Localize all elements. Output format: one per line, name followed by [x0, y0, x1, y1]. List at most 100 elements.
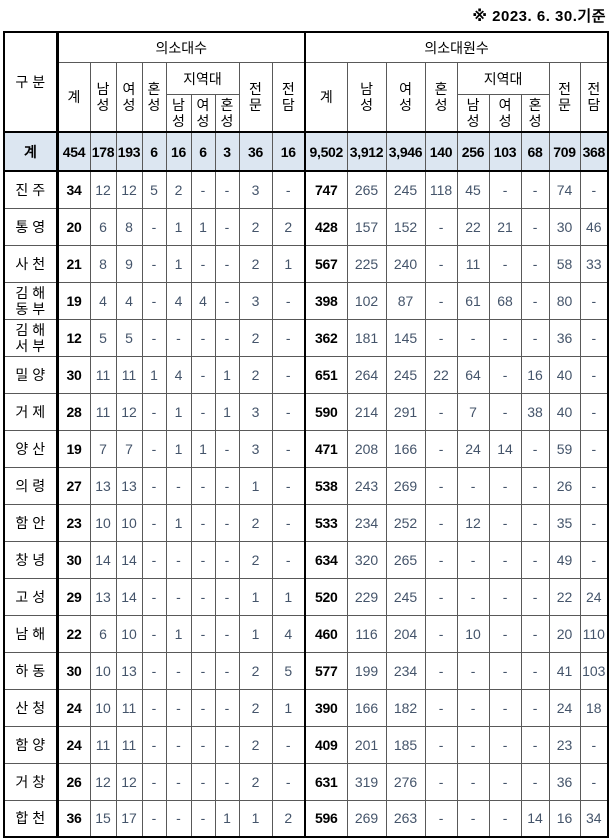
- unit-count-cell: -: [271, 762, 306, 801]
- unit-count-cell: 3: [214, 131, 240, 172]
- member-count-cell: -: [424, 503, 458, 542]
- member-count-cell: 152: [385, 207, 426, 246]
- unit-count-cell: 12: [89, 170, 117, 209]
- unit-count-cell: 14: [115, 540, 143, 579]
- member-count-cell: 243: [346, 466, 387, 505]
- unit-count-cell: 13: [115, 466, 143, 505]
- member-count-cell: 3,912: [346, 131, 387, 172]
- unit-count-cell: 30: [55, 355, 91, 394]
- unit-count-cell: -: [165, 540, 192, 579]
- region-name-cell: 사 천: [3, 244, 58, 283]
- member-count-cell: -: [424, 577, 458, 616]
- unit-count-cell: 30: [55, 540, 91, 579]
- member-count-cell: -: [520, 614, 550, 653]
- unit-count-cell: -: [271, 355, 306, 394]
- member-count-cell: -: [424, 614, 458, 653]
- member-count-cell: 110: [579, 614, 609, 653]
- member-count-cell: 240: [385, 244, 426, 283]
- member-count-cell: 182: [385, 688, 426, 727]
- member-count-cell: -: [520, 466, 550, 505]
- member-count-cell: 58: [548, 244, 581, 283]
- unit-count-cell: -: [141, 688, 167, 727]
- member-count-cell: 409: [304, 725, 348, 764]
- member-count-cell: 269: [385, 466, 426, 505]
- member-count-cell: -: [424, 318, 458, 357]
- unit-count-cell: 1: [214, 799, 240, 838]
- member-count-cell: -: [424, 540, 458, 579]
- unit-count-cell: -: [214, 207, 240, 246]
- unit-count-cell: 4: [165, 281, 192, 320]
- unit-count-cell: -: [190, 799, 216, 838]
- data-row: 의 령 27 13 13- - - -1-538 243 269- - - -26-: [3, 466, 609, 505]
- member-count-cell: 428: [304, 207, 348, 246]
- unit-count-cell: 2: [271, 207, 306, 246]
- unit-count-cell: 3: [238, 392, 273, 431]
- member-count-cell: 22: [456, 207, 490, 246]
- unit-count-cell: -: [271, 466, 306, 505]
- data-row: 거 창 26 12 12- - - -2-631 319 276- - - -36-: [3, 762, 609, 801]
- member-count-cell: -: [424, 244, 458, 283]
- unit-count-cell: 14: [89, 540, 117, 579]
- member-count-cell: -: [456, 540, 490, 579]
- unit-count-cell: -: [165, 688, 192, 727]
- unit-count-cell: -: [165, 651, 192, 690]
- unit-count-cell: -: [214, 762, 240, 801]
- unit-count-cell: -: [214, 725, 240, 764]
- unit-count-cell: -: [271, 725, 306, 764]
- unit-count-cell: -: [214, 281, 240, 320]
- member-count-cell: -: [456, 318, 490, 357]
- member-count-cell: 276: [385, 762, 426, 801]
- member-count-cell: 263: [385, 799, 426, 838]
- unit-count-cell: 2: [238, 725, 273, 764]
- unit-count-cell: 1: [271, 577, 306, 616]
- data-row: 양 산 19 7 7-1 1-3-471 208 166-24 14-59-: [3, 429, 609, 468]
- member-count-cell: -: [456, 762, 490, 801]
- unit-count-cell: -: [214, 688, 240, 727]
- unit-count-cell: -: [190, 318, 216, 357]
- unit-count-cell: -: [165, 762, 192, 801]
- member-district-female-header: 여 성: [488, 94, 522, 133]
- member-count-cell: 36: [548, 762, 581, 801]
- region-name-cell: 의 령: [3, 466, 58, 505]
- unit-count-cell: 4: [89, 281, 117, 320]
- member-count-cell: 234: [385, 651, 426, 690]
- unit-count-cell: 193: [115, 131, 143, 172]
- unit-count-cell: 10: [115, 614, 143, 653]
- unit-count-cell: 2: [238, 244, 273, 283]
- unit-count-cell: 1: [238, 466, 273, 505]
- unit-count-cell: 11: [115, 688, 143, 727]
- section-header-unit-count: 의소대수: [55, 31, 306, 63]
- unit-count-cell: 4: [190, 281, 216, 320]
- member-count-cell: -: [488, 540, 522, 579]
- member-count-cell: -: [488, 355, 522, 394]
- member-count-cell: 40: [548, 392, 581, 431]
- unit-count-cell: -: [141, 244, 167, 283]
- member-count-cell: -: [579, 503, 609, 542]
- member-count-cell: 26: [548, 466, 581, 505]
- member-count-cell: 398: [304, 281, 348, 320]
- member-count-cell: 36: [548, 318, 581, 357]
- unit-count-cell: 15: [89, 799, 117, 838]
- unit-count-cell: 8: [115, 207, 143, 246]
- total-label-cell: 계: [3, 131, 58, 172]
- member-count-cell: 16: [520, 355, 550, 394]
- member-count-cell: 634: [304, 540, 348, 579]
- region-name-cell: 양 산: [3, 429, 58, 468]
- member-count-cell: 68: [488, 281, 522, 320]
- member-count-cell: 596: [304, 799, 348, 838]
- member-count-cell: 14: [488, 429, 522, 468]
- member-count-cell: -: [488, 244, 522, 283]
- member-count-cell: 145: [385, 318, 426, 357]
- member-count-cell: -: [488, 318, 522, 357]
- member-count-cell: 747: [304, 170, 348, 209]
- unit-count-cell: 2: [238, 688, 273, 727]
- unit-count-cell: 29: [55, 577, 91, 616]
- unit-count-cell: 6: [89, 207, 117, 246]
- member-count-cell: -: [579, 355, 609, 394]
- member-count-cell: -: [520, 429, 550, 468]
- member-count-cell: -: [488, 651, 522, 690]
- unit-count-cell: 5: [271, 651, 306, 690]
- unit-count-cell: 11: [115, 725, 143, 764]
- unit-count-cell: 24: [55, 725, 91, 764]
- unit-count-cell: 3: [238, 429, 273, 468]
